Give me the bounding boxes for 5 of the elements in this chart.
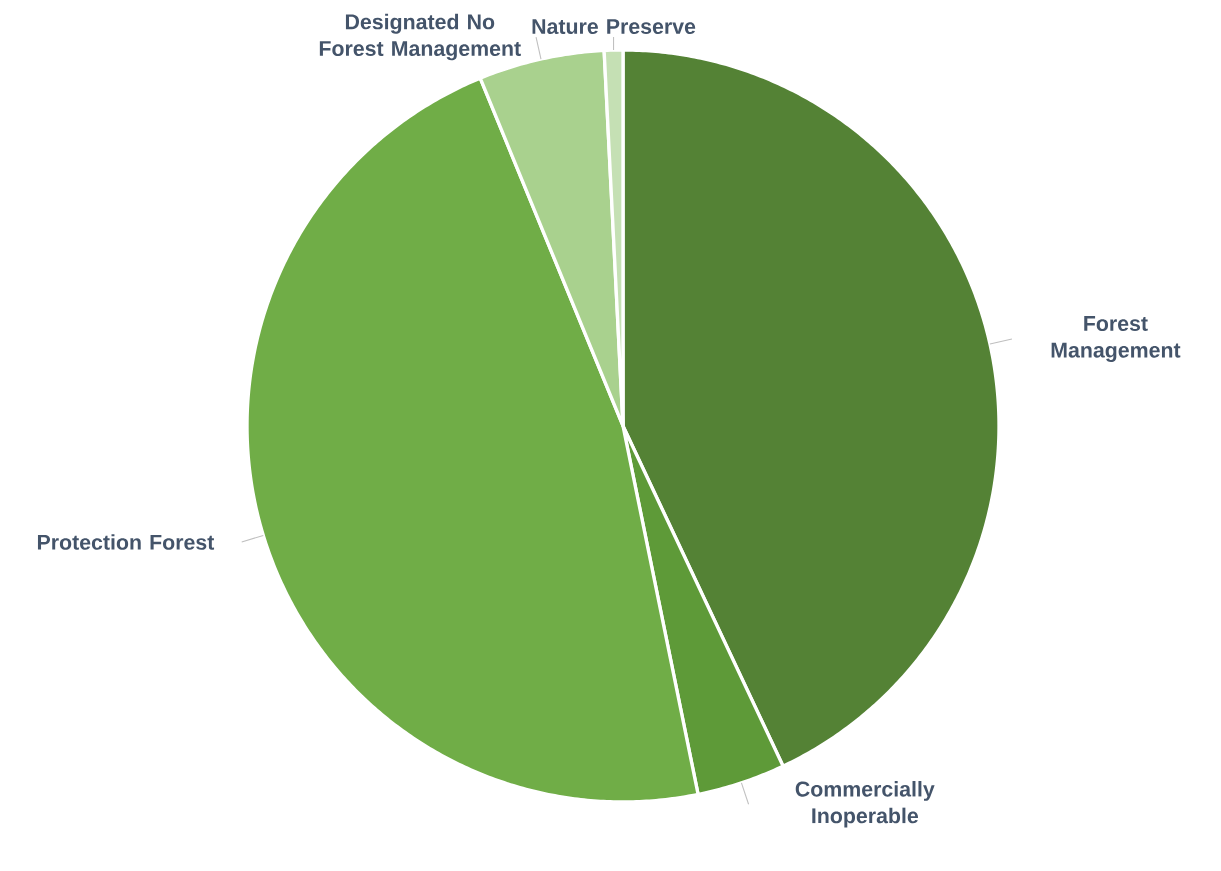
slice-label: Protection Forest	[37, 534, 215, 550]
slice-label: Forest Management	[1051, 316, 1181, 362]
slice-label: Designated No Forest Management	[319, 13, 521, 61]
slice-label: Nature Preserve	[532, 19, 696, 35]
slice-label: Commercially Inoperable	[795, 780, 935, 828]
